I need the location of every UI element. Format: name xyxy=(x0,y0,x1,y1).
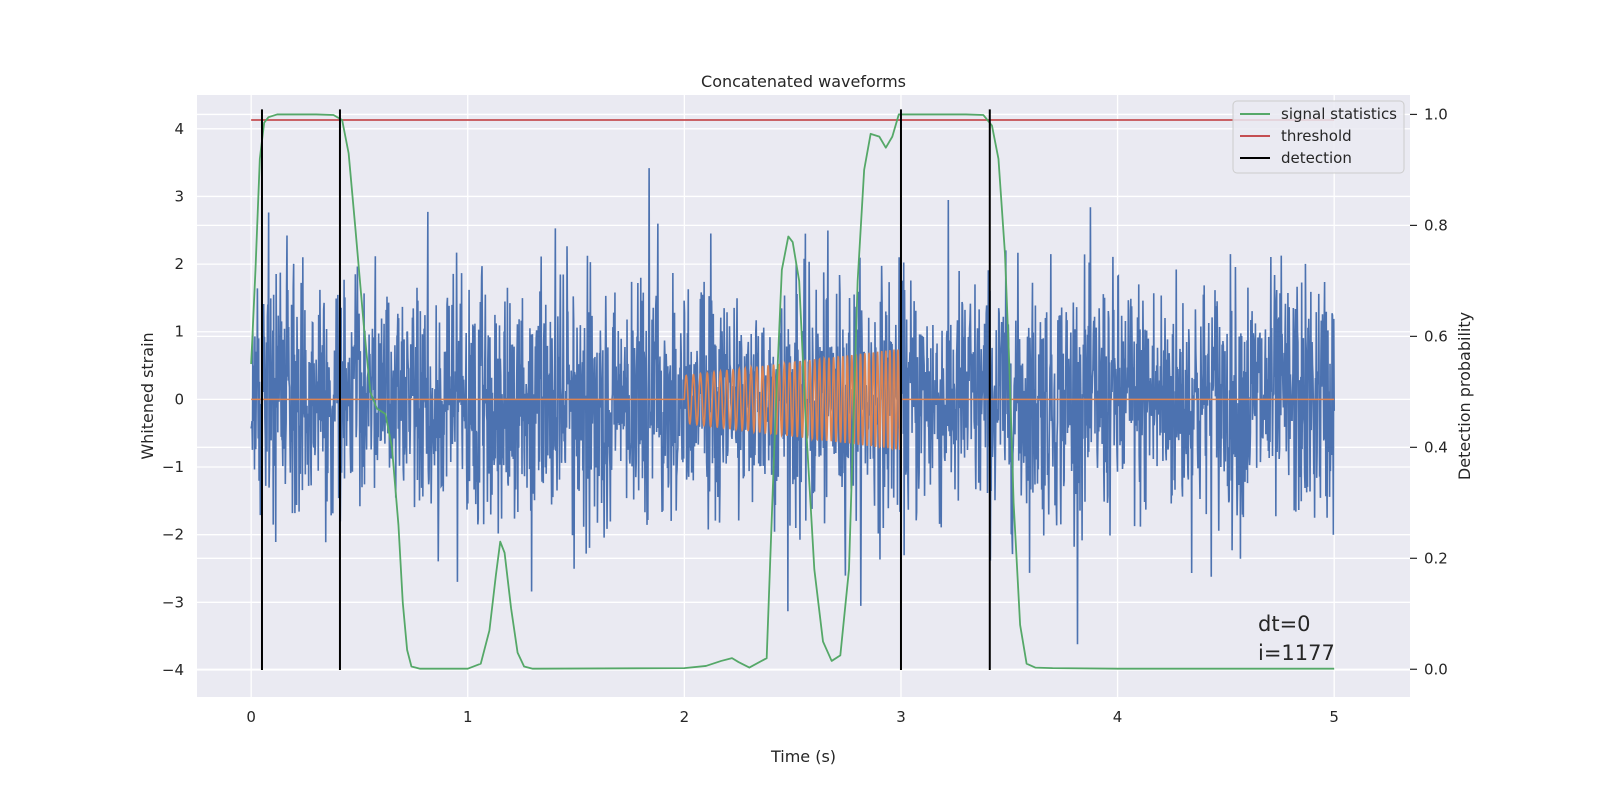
y-tick-label: 0 xyxy=(174,390,184,408)
legend-label-detection: detection xyxy=(1281,149,1352,167)
annotation-dt: dt=0 xyxy=(1258,612,1311,636)
legend-entry-threshold: threshold xyxy=(1240,127,1352,145)
legend: signal statistics threshold detection xyxy=(1232,100,1405,174)
y-tick-label: −1 xyxy=(162,458,184,476)
y-tick-label: 1 xyxy=(174,323,184,341)
y-tick-label: −3 xyxy=(162,593,184,611)
right-y-tick-label: 0.4 xyxy=(1424,438,1448,456)
x-tick-label: 3 xyxy=(896,708,906,726)
y-tick-label: −2 xyxy=(162,526,184,544)
right-y-tick-label: 1.0 xyxy=(1424,105,1448,123)
x-tick-label: 2 xyxy=(680,708,690,726)
axes: 0 1 2 3 4 5 −4 −3 −2 −1 0 1 2 3 4 0.0 0.2 0.4 0.6 0.8 1.0 xyxy=(162,105,1448,726)
injection-series xyxy=(251,349,1335,451)
x-tick-label: 5 xyxy=(1329,708,1339,726)
right-y-tick-label: 0.8 xyxy=(1424,216,1448,234)
right-y-tick-label: 0.6 xyxy=(1424,327,1448,345)
x-axis-label: Time (s) xyxy=(770,747,836,766)
right-y-axis-label: Detection probability xyxy=(1455,312,1474,480)
right-y-tick-label: 0.2 xyxy=(1424,549,1448,567)
x-tick-label: 4 xyxy=(1113,708,1123,726)
x-tick-label: 1 xyxy=(463,708,473,726)
x-tick-label: 0 xyxy=(246,708,256,726)
y-tick-label: −4 xyxy=(162,661,184,679)
y-tick-label: 2 xyxy=(174,255,184,273)
y-axis-label: Whitened strain xyxy=(138,332,157,459)
legend-label-statistics: signal statistics xyxy=(1281,105,1397,123)
legend-entry-statistics: signal statistics xyxy=(1240,105,1397,123)
legend-label-threshold: threshold xyxy=(1281,127,1352,145)
right-y-tick-label: 0.0 xyxy=(1424,660,1448,678)
signal-statistics-line xyxy=(250,113,1335,670)
legend-box xyxy=(1232,100,1405,174)
chart-title: Concatenated waveforms xyxy=(701,72,906,91)
annotation-index: i=1177 xyxy=(1258,641,1335,665)
legend-entry-detection: detection xyxy=(1240,149,1352,167)
y-tick-label: 3 xyxy=(174,187,184,205)
y-tick-label: 4 xyxy=(174,120,184,138)
series-layer xyxy=(250,109,1335,670)
